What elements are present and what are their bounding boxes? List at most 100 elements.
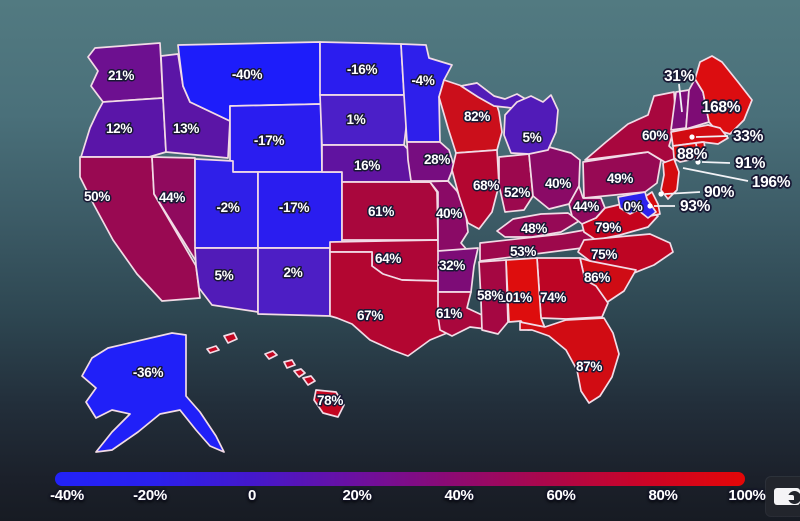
label-ks: 61% [368, 204, 394, 219]
label-nc: 75% [591, 247, 617, 262]
pacific-islands [206, 332, 316, 386]
leader-line-nh [695, 135, 729, 138]
label-ny: 60% [642, 128, 668, 143]
leader-dot-nj [658, 191, 664, 197]
legend-tick: -20% [133, 487, 167, 504]
label-wa: 21% [108, 68, 134, 83]
state-washington [87, 42, 164, 103]
leader-dot-de [647, 203, 653, 209]
label-ia: 28% [424, 152, 450, 167]
state-texas [329, 251, 453, 357]
label-va: 79% [595, 220, 621, 235]
state-maine [694, 55, 753, 135]
callout-value-labels: 31% 168% 33% 88% 91% 196% 90% 93% [662, 66, 792, 216]
legend-tick: 80% [648, 487, 678, 504]
leader-line-ct [682, 167, 749, 182]
label-nv: 44% [159, 190, 185, 205]
label-sd: 1% [347, 112, 366, 127]
label-tx: 67% [357, 308, 383, 323]
label-nm: 2% [284, 265, 303, 280]
label-sc: 86% [584, 270, 610, 285]
label-wy: -17% [254, 133, 285, 148]
label-ne: 16% [354, 158, 380, 173]
label-mn: -4% [411, 73, 434, 88]
state-south-dakota [319, 94, 408, 146]
callout-ri: 91% [735, 155, 766, 172]
label-nd: -16% [347, 62, 378, 77]
leader-dot-nh [689, 134, 695, 140]
label-ut: -2% [216, 200, 239, 215]
label-al: 101% [498, 290, 532, 305]
state-new-mexico [257, 247, 331, 317]
label-mi: 5% [523, 130, 542, 145]
state-arkansas [437, 247, 479, 293]
callout-nj: 90% [704, 184, 735, 201]
color-scale-legend: -40% -20% 0 20% 40% 60% 80% 100% [0, 464, 800, 521]
camera-icon [774, 488, 800, 505]
label-hi: 78% [317, 393, 343, 408]
leader-line-nj [664, 191, 701, 195]
label-fl: 87% [576, 359, 602, 374]
label-mo: 40% [436, 206, 462, 221]
legend-gradient-bar [55, 472, 745, 486]
legend-tick: 40% [444, 487, 474, 504]
label-ms: 58% [477, 288, 503, 303]
label-mt: -40% [232, 67, 263, 82]
callout-nh: 33% [733, 128, 764, 145]
state-florida [519, 317, 620, 404]
leader-dot-ri [695, 159, 701, 165]
label-ok: 64% [375, 251, 401, 266]
label-wi: 82% [464, 109, 490, 124]
label-ak: -36% [133, 365, 164, 380]
label-az: 5% [215, 268, 234, 283]
label-md: 0% [624, 199, 643, 214]
legend-tick: 100% [728, 487, 766, 504]
state-value-labels: 21% 12% 50% 44% 13% -40% -17% -2% -17% 5… [82, 61, 670, 410]
label-ky: 48% [521, 221, 547, 236]
label-or: 12% [106, 121, 132, 136]
label-ga: 74% [540, 290, 566, 305]
state-new-jersey [660, 158, 680, 200]
label-in: 52% [504, 185, 530, 200]
callout-leader-lines [647, 83, 749, 209]
state-rhode-island [695, 141, 707, 158]
label-oh: 40% [545, 176, 571, 191]
state-hawaii [313, 389, 345, 418]
label-co: -17% [279, 200, 310, 215]
state-missouri [410, 180, 469, 252]
state-indiana [498, 153, 534, 213]
callout-de: 93% [680, 198, 711, 215]
state-virginia [581, 203, 659, 241]
label-ar: 32% [439, 258, 465, 273]
legend-tick: 60% [546, 487, 576, 504]
callout-vt: 31% [664, 68, 695, 85]
state-mississippi [478, 259, 509, 335]
label-pa: 49% [607, 171, 633, 186]
state-shapes [79, 41, 753, 453]
state-maryland [617, 191, 657, 219]
callout-ct: 196% [752, 174, 791, 191]
state-michigan-upper [460, 82, 530, 109]
legend-tick: -40% [50, 487, 84, 504]
state-illinois [451, 149, 500, 230]
callout-me: 168% [702, 99, 741, 116]
camera-watermark-button[interactable] [766, 477, 800, 516]
leader-line-vt [678, 83, 683, 113]
state-georgia [536, 257, 609, 320]
label-wv: 44% [573, 199, 599, 214]
state-iowa [406, 141, 455, 182]
label-id: 13% [173, 121, 199, 136]
label-tn: 53% [510, 244, 536, 259]
state-connecticut [672, 142, 699, 163]
legend-tick: 20% [342, 487, 372, 504]
state-alaska [81, 332, 225, 453]
state-michigan [503, 94, 559, 155]
state-louisiana [437, 291, 487, 337]
label-la: 61% [436, 306, 462, 321]
us-map: 21% 12% 50% 44% 13% -40% -17% -2% -17% 5… [79, 41, 793, 453]
leader-line-ri [701, 161, 731, 164]
callout-ma: 88% [677, 146, 708, 163]
legend-tick: 0 [247, 487, 257, 504]
label-ca: 50% [84, 189, 110, 204]
